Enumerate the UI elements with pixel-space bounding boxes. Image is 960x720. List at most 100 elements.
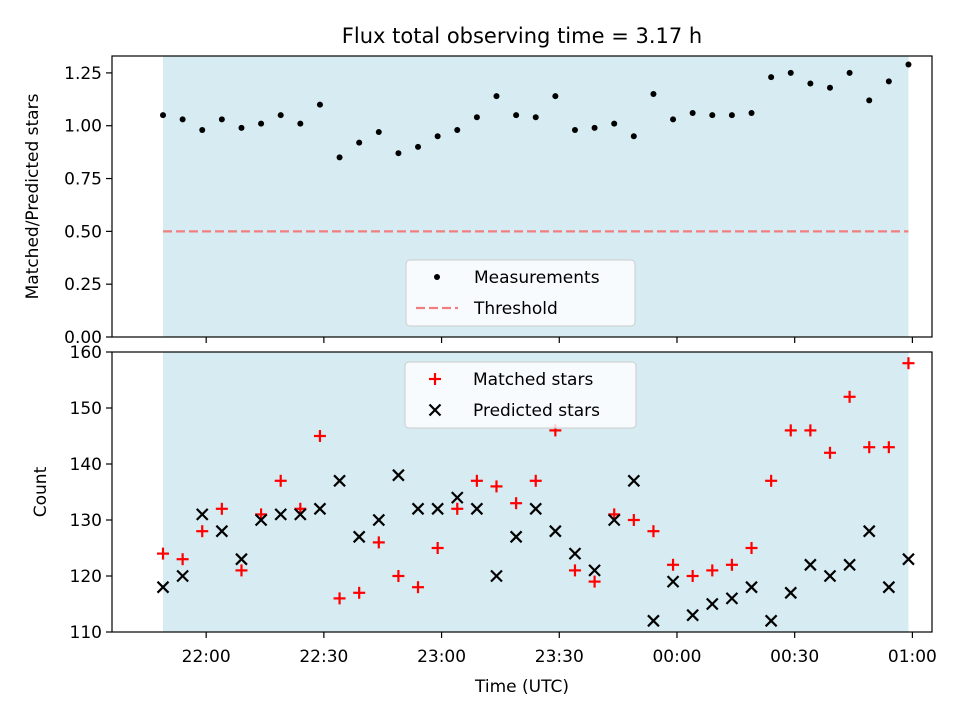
predicted-stars-point	[725, 592, 739, 605]
matched-stars-point	[333, 592, 346, 605]
measurement-point	[415, 143, 422, 150]
count-panel: 110 120 130 140 150 160 22:00 22:30 23:00 23:30 0…	[31, 343, 937, 667]
matched-stars-point	[608, 508, 621, 521]
matched-stars-point	[196, 525, 209, 538]
predicted-stars-point	[843, 558, 856, 572]
matched-stars-point	[902, 357, 915, 370]
matched-stars-point	[863, 441, 876, 454]
legend-predicted-marker	[428, 403, 442, 417]
predicted-stars-point	[470, 502, 484, 516]
measurement-point	[493, 93, 500, 100]
x-tick-label: 22:30	[299, 647, 348, 667]
y-tick-label: 150	[70, 399, 102, 419]
predicted-stars-point	[706, 597, 719, 611]
y-tick-label: 0.00	[64, 328, 102, 348]
matched-stars-point	[725, 558, 738, 571]
predicted-stars-point	[411, 502, 425, 516]
predicted-stars-point	[509, 530, 523, 544]
measurement-point	[277, 112, 284, 119]
legend-threshold-label: Threshold	[473, 299, 558, 319]
matched-stars-point	[843, 390, 856, 403]
measurement-point	[866, 97, 873, 104]
matched-stars-point	[235, 564, 248, 577]
measurement-point	[473, 114, 480, 121]
predicted-stars-point	[294, 508, 307, 521]
measurement-point	[905, 61, 912, 68]
x-tick-label: 23:00	[417, 647, 466, 667]
matched-stars-point	[588, 575, 601, 588]
measurement-point	[199, 126, 206, 133]
measurement-point	[885, 78, 892, 85]
predicted-stars-point	[372, 513, 386, 527]
measurement-point	[454, 126, 461, 133]
matched-stars-point	[490, 480, 503, 493]
predicted-stars-point	[156, 580, 170, 594]
matched-stars-point	[667, 558, 680, 571]
count-y-ticks: 110 120 130 140 150 160	[70, 343, 112, 643]
count-legend-box	[404, 361, 637, 429]
matched-stars-point	[372, 536, 385, 549]
predicted-stars-point	[607, 513, 621, 527]
legend-predicted-label: Predicted stars	[473, 401, 600, 421]
y-tick-label: 160	[70, 343, 102, 363]
matched-stars-point	[627, 514, 640, 526]
x-axis-label: Time (UTC)	[474, 677, 569, 697]
matched-stars-point	[274, 474, 287, 487]
predicted-stars-point	[862, 524, 876, 538]
figure-title: Flux total observing time = 3.17 h	[342, 24, 702, 48]
predicted-stars-point	[529, 502, 543, 516]
predicted-stars-point	[647, 614, 660, 628]
measurement-point	[768, 74, 775, 81]
predicted-stars-point	[392, 468, 405, 482]
measurement-point	[611, 120, 618, 127]
matched-stars-point	[176, 553, 189, 566]
predicted-stars-point	[176, 569, 189, 583]
measurement-point	[434, 133, 441, 140]
predicted-stars-point	[686, 608, 699, 622]
ratio-marks	[160, 61, 912, 233]
matched-stars-point	[745, 542, 758, 554]
measurement-point	[375, 129, 382, 136]
predicted-stars-point	[450, 491, 464, 504]
measurement-point	[846, 69, 853, 76]
matched-stars-point	[313, 430, 326, 442]
y-tick-label: 0.25	[64, 275, 102, 295]
ratio-axes-frame	[111, 55, 933, 338]
matched-stars-point	[255, 508, 268, 521]
measurement-point	[395, 150, 402, 157]
predicted-stars-point	[215, 524, 229, 538]
predicted-stars-point	[804, 558, 817, 572]
matched-stars-point	[451, 502, 464, 515]
count-axes-frame	[111, 351, 933, 633]
y-tick-label: 1.25	[64, 64, 102, 84]
matched-stars-point	[706, 564, 719, 577]
measurement-point	[532, 114, 539, 121]
matched-stars-point	[294, 502, 307, 515]
y-tick-label: 0.75	[64, 170, 102, 190]
predicted-stars-point	[195, 508, 209, 521]
matched-stars-point	[529, 474, 542, 487]
measurement-point	[748, 110, 755, 117]
predicted-stars-point	[274, 508, 287, 521]
measurement-point	[591, 124, 598, 131]
measurement-point	[160, 112, 167, 119]
legend-measurements-marker	[434, 274, 440, 280]
matched-stars-point	[392, 570, 405, 582]
matched-stars-point	[510, 497, 523, 510]
y-tick-label: 140	[70, 455, 102, 475]
count-marks	[156, 357, 915, 628]
x-tick-label: 01:00	[888, 647, 937, 667]
predicted-stars-point	[431, 502, 444, 516]
predicted-stars-point	[235, 552, 248, 566]
legend-matched-label: Matched stars	[473, 370, 593, 390]
matched-stars-point	[823, 446, 836, 459]
ratio-y-ticks: 0.00 0.25 0.50 0.75 1.00 1.25	[64, 64, 112, 348]
legend-matched-marker	[429, 373, 441, 385]
predicted-stars-point	[490, 569, 503, 583]
predicted-stars-point	[902, 552, 915, 566]
y-tick-label: 110	[70, 623, 102, 643]
predicted-stars-point	[764, 614, 778, 628]
predicted-stars-point	[784, 586, 798, 600]
x-tick-label: 22:00	[182, 647, 231, 667]
